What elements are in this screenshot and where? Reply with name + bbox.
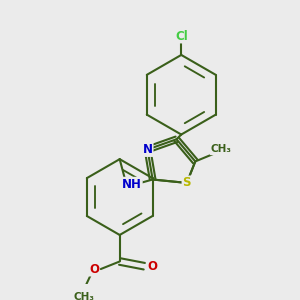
Text: CH₃: CH₃ [73,292,94,300]
Text: N: N [142,143,152,156]
Text: CH₃: CH₃ [211,144,232,154]
Text: S: S [182,176,191,189]
Text: O: O [147,260,157,273]
Text: Cl: Cl [175,29,188,43]
Text: NH: NH [122,178,142,191]
Text: O: O [89,262,99,276]
